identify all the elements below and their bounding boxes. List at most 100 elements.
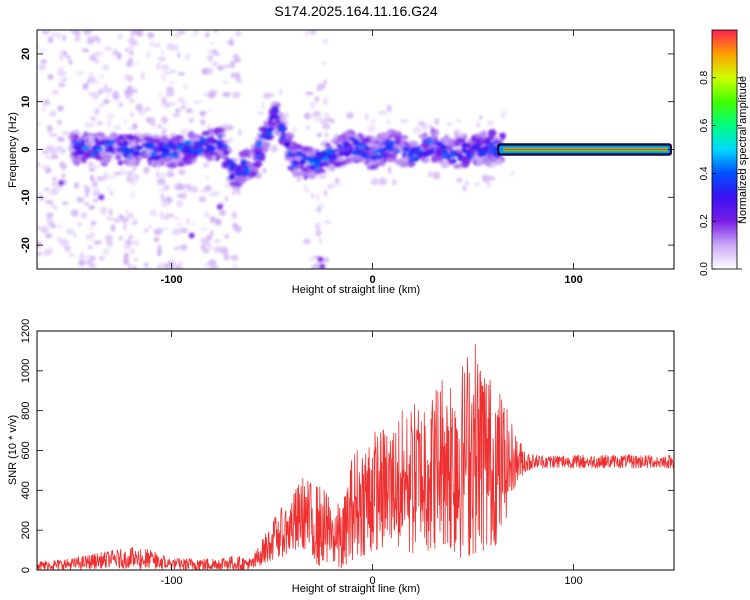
snr-xtick-label: -100 xyxy=(161,575,183,587)
spectrogram-cell xyxy=(231,212,236,219)
spectrogram-cell xyxy=(92,189,101,197)
spectrogram-cell xyxy=(134,60,139,67)
spectrogram-cell xyxy=(322,112,330,118)
spectrogram-cell xyxy=(207,67,214,75)
spectrogram-ytick-label: -20 xyxy=(20,237,32,253)
spectrogram-cell xyxy=(37,262,41,268)
spectrogram-cell xyxy=(463,143,470,148)
spectrogram-cell xyxy=(281,131,286,136)
spectrogram-cell xyxy=(46,214,51,219)
spectrogram-cell xyxy=(110,147,115,154)
spectrogram-cell xyxy=(337,143,343,149)
spectrogram-cell xyxy=(56,236,62,244)
spectrogram-cell xyxy=(296,175,302,182)
spectrogram-cell xyxy=(156,159,162,166)
spectrogram-cell xyxy=(317,256,324,263)
spectrogram-cell xyxy=(463,150,471,155)
spectrogram-cell xyxy=(199,226,208,232)
spectrogram-cell xyxy=(130,47,135,51)
snr-ytick-label: 400 xyxy=(20,481,32,499)
spectrogram-cell xyxy=(47,36,54,44)
spectrogram-cell xyxy=(300,146,306,152)
spectrogram-cell xyxy=(141,150,147,154)
spectrogram-cell xyxy=(81,48,90,53)
spectrogram-cell xyxy=(166,170,175,178)
spectrogram-cell xyxy=(223,139,229,145)
snr-xtick-label: 100 xyxy=(564,575,582,587)
spectrogram-cell xyxy=(253,150,263,155)
spectrogram-cell xyxy=(283,141,291,148)
spectrogram-cell xyxy=(183,151,191,160)
spectrogram-cell xyxy=(166,153,175,157)
spectrogram-cell xyxy=(453,164,461,169)
spectrogram-cell xyxy=(51,150,58,156)
spectrogram-cell xyxy=(359,145,366,149)
spectrogram-cell xyxy=(300,172,309,177)
spectrogram-cell xyxy=(160,226,170,231)
spectrogram-cell xyxy=(62,34,66,42)
spectrogram-cell xyxy=(153,237,160,242)
spectrogram-cell xyxy=(168,163,178,169)
spectrogram-cell xyxy=(387,166,392,175)
spectrogram-cell xyxy=(175,264,183,269)
spectrogram-cell xyxy=(349,136,357,141)
spectrogram-cell xyxy=(407,151,415,157)
spectrogram-cell xyxy=(203,246,209,254)
spectrogram-cell xyxy=(118,134,123,141)
spectrogram-cell xyxy=(132,123,138,129)
spectrogram-cell xyxy=(311,264,315,269)
spectrogram-cell xyxy=(113,48,118,57)
spectrogram-cell xyxy=(59,54,64,61)
spectrogram-cell xyxy=(313,110,321,117)
spectrogram-cell xyxy=(135,103,143,112)
spectrogram-cell xyxy=(113,125,122,130)
spectrogram-cell xyxy=(126,85,134,91)
spectrogram-cell xyxy=(75,70,84,76)
spectrogram-cell xyxy=(143,262,149,268)
spectrogram-cell xyxy=(156,62,161,70)
spectrogram-cell xyxy=(129,33,136,38)
spectrogram-cell xyxy=(186,218,191,226)
spectrogram-cell xyxy=(315,207,322,212)
spectrogram-cell xyxy=(53,183,57,190)
spectrogram-cell xyxy=(128,263,132,269)
spectrogram-cell xyxy=(43,226,50,234)
spectrogram-cell xyxy=(38,64,47,71)
spectrogram-cell xyxy=(167,260,171,265)
spectrogram-cell xyxy=(90,224,94,231)
spectrogram-cell xyxy=(181,105,186,109)
spectrogram-cell xyxy=(213,30,219,33)
colorbar-label: Normalized spectral amplitude xyxy=(737,76,749,224)
spectrogram-cell xyxy=(412,126,422,134)
spectrogram-cell xyxy=(223,122,228,127)
spectrogram-cell xyxy=(477,149,486,154)
spectrogram-cell xyxy=(434,155,443,162)
spectrogram-cell xyxy=(144,144,154,149)
spectrogram-cell xyxy=(96,120,103,126)
spectrogram-cell xyxy=(321,61,325,66)
spectrogram-cell xyxy=(278,125,286,131)
spectrogram-cell xyxy=(130,111,134,118)
spectrogram-cell xyxy=(479,115,483,120)
spectrogram-cell xyxy=(332,160,343,168)
spectrogram-cell xyxy=(324,147,334,154)
spectrogram-cell xyxy=(37,252,43,256)
spectrogram-cell xyxy=(227,137,234,144)
spectrogram-cell xyxy=(500,110,508,118)
spectrogram-cell xyxy=(258,111,264,115)
colorbar-scale xyxy=(711,29,738,270)
spectrogram-cell xyxy=(232,91,241,99)
spectrogram-cell xyxy=(230,60,236,69)
spectrogram-cell xyxy=(419,153,424,157)
spectrogram-cell xyxy=(208,151,218,156)
spectrogram-cell xyxy=(134,159,140,166)
spectrogram-cell xyxy=(322,38,329,44)
spectrogram-cell xyxy=(91,180,98,188)
spectrogram-cell xyxy=(41,30,50,35)
spectrogram-cell xyxy=(382,153,388,158)
spectrogram-cell xyxy=(252,161,263,167)
spectrogram-cell xyxy=(188,118,195,123)
spectrogram-cell xyxy=(49,133,58,138)
